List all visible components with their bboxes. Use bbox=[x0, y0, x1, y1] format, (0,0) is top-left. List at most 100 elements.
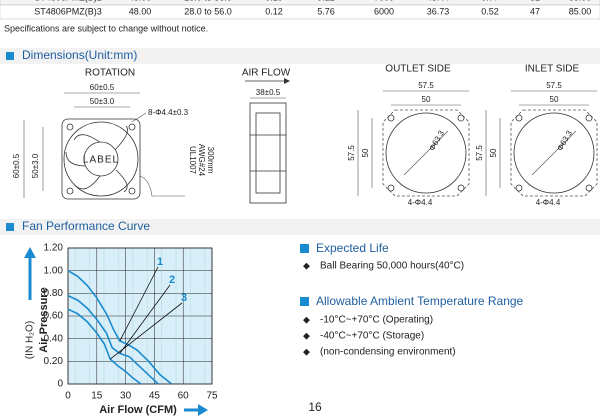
dimension: 57.5 bbox=[475, 145, 484, 161]
curve bbox=[67, 308, 142, 385]
flange bbox=[510, 109, 598, 197]
view-title: AIR FLOW bbox=[242, 68, 291, 79]
curve-label: 3 bbox=[181, 292, 187, 304]
y-unit: (IN H₂O) bbox=[25, 321, 36, 359]
table-cell: 36.73 bbox=[427, 6, 450, 16]
table-cell: 28.0 to 56.0 bbox=[184, 0, 232, 2]
x-tick-label: 30 bbox=[120, 391, 132, 402]
header-icon bbox=[300, 297, 309, 306]
table-cell: 0.19 bbox=[265, 0, 283, 2]
table-cell: 7000 bbox=[374, 0, 394, 2]
wire-spec: UL1007 bbox=[188, 146, 197, 175]
rotation-view: ROTATION 60±0.5 50±3.0 8-Φ4.4±0.3 LABEL … bbox=[12, 68, 215, 200]
hole bbox=[457, 184, 465, 192]
table-cell: ST4806PMZ(B)2 bbox=[34, 0, 102, 2]
table-cell: 0.77 bbox=[481, 0, 499, 2]
leader bbox=[403, 130, 449, 176]
y-tick-label: 0 bbox=[57, 379, 63, 390]
subsection-title: Allowable Ambient Temperature Range bbox=[316, 294, 524, 308]
subsection-title: Expected Life bbox=[316, 241, 389, 255]
dimension: 57.5 bbox=[347, 145, 356, 161]
wire-spec: 300mm bbox=[206, 147, 215, 174]
y-tick-label: 1.00 bbox=[44, 265, 64, 276]
arrowhead bbox=[24, 247, 36, 258]
label-leader bbox=[119, 266, 159, 342]
dimension: 38±0.5 bbox=[256, 88, 281, 97]
outlet-view: OUTLET SIDE 57.5 50 Φ63.3 57.5 50 4-Φ4.4 bbox=[347, 64, 470, 207]
fan-ring bbox=[63, 121, 139, 197]
hole bbox=[387, 184, 395, 192]
page-number: 16 bbox=[308, 400, 322, 414]
dimension: 50 bbox=[361, 148, 370, 157]
hole bbox=[128, 187, 136, 195]
table-cell: 51 bbox=[530, 0, 540, 2]
x-tick-label: 45 bbox=[149, 391, 161, 402]
bore bbox=[385, 112, 467, 194]
view-title: INLET SIDE bbox=[525, 64, 580, 75]
curve-label: 2 bbox=[169, 274, 175, 286]
hole bbox=[128, 123, 136, 131]
header-icon bbox=[6, 52, 14, 60]
curve bbox=[67, 294, 159, 385]
header-band bbox=[0, 219, 600, 235]
dimension: 57.5 bbox=[546, 81, 562, 90]
header-band bbox=[0, 48, 600, 64]
hole bbox=[66, 123, 74, 131]
table-cell: 0.52 bbox=[481, 6, 499, 16]
wire-spec: AWG#24 bbox=[197, 144, 206, 177]
hole bbox=[66, 187, 74, 195]
bullet: ◆ bbox=[303, 330, 310, 340]
list-item: -10°C~+70°C (Operating) bbox=[320, 315, 433, 326]
dimension: 4-Φ4.4 bbox=[536, 198, 561, 207]
bullet: ◆ bbox=[303, 346, 310, 356]
leader bbox=[531, 130, 577, 176]
header-icon bbox=[300, 244, 309, 253]
x-tick-label: 60 bbox=[178, 391, 190, 402]
x-tick-label: 0 bbox=[65, 391, 71, 402]
view-title: ROTATION bbox=[85, 68, 135, 79]
table-cell: 48.00 bbox=[129, 0, 152, 2]
dimension: 50±3.0 bbox=[31, 153, 40, 178]
x-tick-label: 75 bbox=[206, 391, 218, 402]
curve-label: 1 bbox=[157, 256, 163, 268]
section-title: Fan Performance Curve bbox=[22, 219, 150, 233]
x-axis-label: Air Flow (CFM) bbox=[99, 404, 177, 416]
arrowhead bbox=[198, 404, 208, 416]
dimension: 57.5 bbox=[418, 81, 434, 90]
y-tick-label: 0.40 bbox=[44, 333, 64, 344]
y-axis-label: Air Pressure bbox=[38, 287, 50, 352]
y-tick-label: 0.20 bbox=[44, 356, 64, 367]
label-leader bbox=[119, 284, 171, 354]
arrowhead bbox=[284, 78, 290, 84]
dimension: 50 bbox=[422, 95, 431, 104]
leader bbox=[131, 112, 147, 123]
hole bbox=[515, 114, 523, 122]
section-title: Dimensions(Unit:mm) bbox=[22, 48, 137, 62]
dimension: 4-Φ4.4 bbox=[408, 198, 433, 207]
table-cell: 85.00 bbox=[569, 6, 592, 16]
dimension: 60±0.5 bbox=[12, 153, 21, 178]
dimension: 50 bbox=[489, 148, 498, 157]
table-cell: 9.12 bbox=[317, 0, 335, 2]
label-leader bbox=[109, 302, 183, 360]
fan-side-inner bbox=[255, 112, 281, 194]
dimension: 50±3.0 bbox=[90, 97, 115, 106]
list-item: Ball Bearing 50,000 hours(40°C) bbox=[320, 261, 464, 272]
table-cell: 85.00 bbox=[569, 0, 592, 2]
fan-frame bbox=[61, 118, 141, 200]
header-icon bbox=[6, 223, 14, 231]
fan-blades bbox=[65, 125, 128, 193]
hole bbox=[387, 114, 395, 122]
y-tick-label: 1.20 bbox=[44, 243, 64, 254]
table-cell: 48.00 bbox=[129, 6, 152, 16]
y-tick-label: 0.80 bbox=[44, 288, 64, 299]
hole bbox=[515, 184, 523, 192]
hub-label: LABEL bbox=[83, 155, 119, 166]
dimension: 60±0.5 bbox=[90, 83, 115, 92]
table-cell: 43.44 bbox=[427, 0, 450, 2]
table-cell: ST4806PMZ(B)3 bbox=[34, 6, 102, 16]
bullet: ◆ bbox=[303, 260, 310, 270]
list-item: (non-condensing environment) bbox=[320, 347, 456, 358]
table-row bbox=[0, 4, 600, 20]
